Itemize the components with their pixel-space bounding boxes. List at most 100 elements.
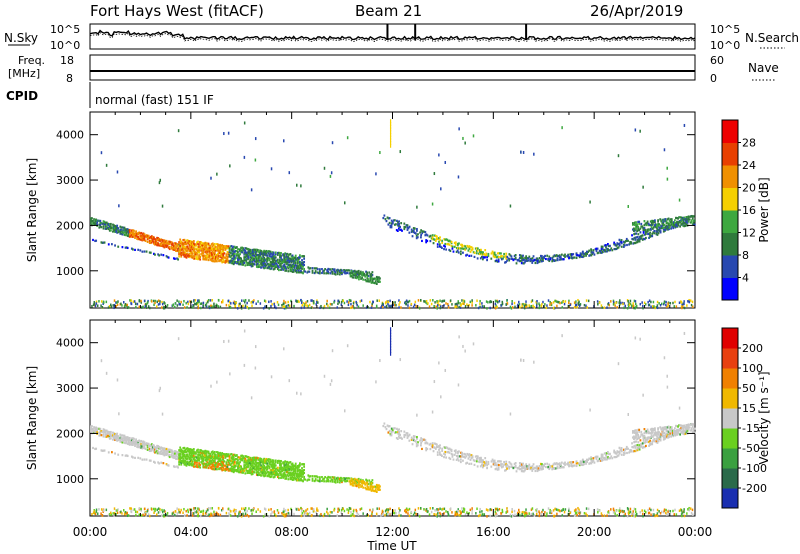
velocity-echo (189, 450, 192, 453)
power-echo (397, 224, 399, 227)
velocity-echo (292, 472, 295, 475)
power-echo (360, 272, 362, 275)
power-echo (280, 268, 282, 271)
velocity-echo (183, 446, 186, 450)
power-echo (268, 250, 271, 253)
velocity-echo (227, 461, 230, 464)
power-near-range (93, 302, 96, 305)
velocity-echo (553, 462, 556, 465)
velocity-echo (146, 444, 149, 447)
power-echo (677, 221, 679, 224)
power-echo (219, 254, 221, 258)
power-near-range (307, 304, 309, 308)
velocity-echo (523, 466, 525, 469)
velocity-echo (335, 477, 338, 480)
power-echo (222, 244, 225, 248)
velocity-echo (203, 450, 206, 453)
power-echo (205, 256, 208, 260)
power-echo (650, 226, 653, 229)
velocity-echo (117, 435, 120, 438)
velocity-echo (389, 434, 392, 437)
power-echo (582, 252, 585, 255)
power-echo (299, 263, 301, 266)
power-echo (334, 271, 337, 274)
velocity-echo (216, 465, 218, 468)
power-echo (155, 241, 157, 244)
velocity-echo (293, 474, 296, 477)
power-echo (279, 258, 281, 261)
power-echo (299, 256, 301, 259)
velocity-echo (247, 458, 250, 461)
power-near-range (319, 306, 321, 310)
velocity-echo (123, 438, 126, 442)
power-near-range (282, 305, 285, 308)
velocity-echo (184, 457, 187, 460)
velocity-echo (354, 482, 357, 485)
velocity-echo (604, 456, 606, 460)
power-echo (252, 250, 255, 254)
power-near-range (176, 304, 179, 307)
power-echo (102, 241, 105, 244)
power-near-range (94, 304, 97, 308)
power-near-range (93, 301, 95, 304)
velocity-echo (443, 446, 446, 449)
power-near-range (285, 306, 287, 310)
power-echo (294, 259, 297, 262)
velocity-echo (261, 460, 264, 463)
power-echo (430, 237, 433, 240)
power-echo (486, 258, 488, 262)
power-echo (214, 249, 217, 252)
velocity-echo (368, 488, 371, 491)
power-near-range (246, 301, 248, 305)
velocity-echo (103, 431, 106, 434)
power-echo (610, 247, 613, 250)
velocity-echo (470, 457, 473, 460)
velocity-echo (540, 468, 543, 471)
power-echo (189, 240, 192, 243)
velocity-echo (633, 437, 635, 441)
power-echo (109, 222, 112, 226)
power-echo (183, 245, 186, 249)
power-near-range (287, 304, 290, 307)
velocity-echo (620, 447, 623, 450)
velocity-echo (300, 469, 302, 472)
velocity-echo (151, 447, 154, 450)
velocity-echo (134, 444, 136, 447)
velocity-echo (172, 452, 175, 456)
velocity-echo (257, 470, 259, 474)
power-echo (614, 243, 617, 246)
power-near-range (190, 300, 193, 304)
power-near-range (616, 306, 618, 309)
power-echo (242, 261, 245, 264)
power-echo (188, 249, 191, 253)
velocity-echo (193, 461, 196, 464)
power-near-range (439, 306, 442, 310)
power-echo (391, 222, 394, 225)
power-echo (458, 242, 460, 245)
power-echo (681, 222, 684, 225)
velocity-echo (219, 462, 221, 466)
power-echo (165, 239, 168, 243)
power-echo (618, 238, 621, 241)
velocity-echo (251, 470, 254, 473)
power-echo (183, 255, 186, 258)
velocity-echo (196, 463, 198, 466)
power-echo (529, 257, 532, 260)
velocity-echo (238, 471, 240, 474)
velocity-echo (425, 441, 428, 444)
power-echo (685, 220, 688, 223)
velocity-echo (237, 461, 239, 464)
velocity-echo (639, 439, 642, 442)
velocity-echo (637, 428, 640, 432)
velocity-echo (483, 464, 485, 467)
power-near-range (220, 300, 223, 304)
power-echo (291, 264, 294, 267)
power-echo (492, 253, 495, 256)
power-isolated (666, 177, 669, 181)
power-near-range (642, 304, 644, 308)
power-echo (687, 217, 690, 220)
power-echo (329, 268, 332, 271)
velocity-echo (161, 448, 164, 451)
velocity-echo (633, 430, 635, 433)
velocity-echo (283, 465, 286, 468)
